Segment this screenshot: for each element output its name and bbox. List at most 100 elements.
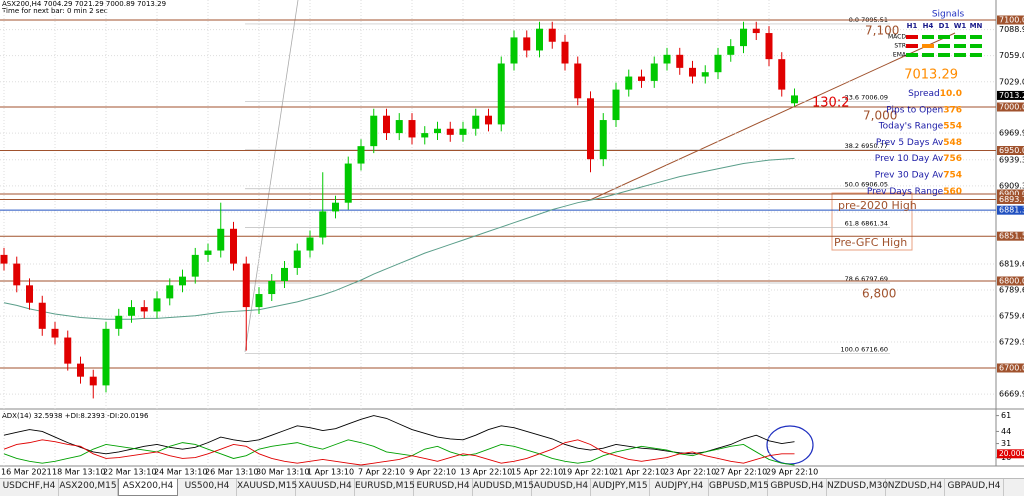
price-level-label: 6893.70	[999, 195, 1024, 204]
price-level-label: 6881.39	[999, 206, 1024, 215]
info-label: Pips to Open	[886, 105, 943, 115]
candle-body	[446, 128, 454, 135]
candle-body	[281, 267, 288, 281]
chart: ASX200,H4 7004.29 7021.29 7000.89 7013.2…	[0, 0, 1024, 477]
x-tick-label: 7 Apr 22:10	[358, 468, 405, 477]
chart-tab[interactable]: NZDUSD,H4	[886, 479, 945, 496]
price-level-label: 6700.00	[999, 363, 1024, 372]
price-level-tag	[997, 15, 1024, 25]
chart-tab[interactable]: US500,H4	[178, 479, 237, 496]
price-level-tag	[997, 194, 1024, 204]
candle-body	[51, 328, 59, 338]
chart-tab[interactable]: EURUSD,M15	[355, 479, 415, 496]
candle-body	[13, 263, 21, 286]
info-label: Prev 30 Day Av	[875, 170, 944, 180]
candle-body	[179, 276, 186, 286]
candle-body	[421, 133, 429, 138]
chart-tab[interactable]: NZDUSD,M30	[827, 479, 888, 496]
candle-body	[587, 98, 594, 160]
signals-row-label: STR	[894, 43, 906, 50]
chart-tab[interactable]: XAUUSD,H4	[296, 479, 355, 496]
signal-indicator	[954, 35, 966, 39]
chart-tab[interactable]: AUDJPY,H4	[650, 479, 709, 496]
price-level-tag	[997, 189, 1024, 199]
signal-indicator	[922, 53, 934, 57]
signal-indicator	[922, 44, 934, 48]
signal-indicator	[906, 35, 918, 39]
chart-tab[interactable]: EURUSD,H4	[414, 479, 473, 496]
indicator-line	[3, 415, 795, 455]
x-tick-label: 23 Apr 22:10	[664, 468, 716, 477]
candle-body	[765, 33, 773, 60]
annotation: pre-2020 High	[838, 199, 917, 212]
candle-body	[791, 95, 798, 104]
chart-tab[interactable]: AUDUSD,H4	[532, 479, 591, 496]
chart-tab[interactable]: GBPUSD,H4	[768, 479, 827, 496]
signals-column: H1	[907, 22, 918, 30]
candle-body	[140, 307, 148, 312]
x-tick-label: 26 Mar 13:10	[205, 468, 258, 477]
info-label: Prev Days Range	[867, 186, 944, 196]
chart-tab[interactable]: ASX200,M15	[59, 479, 118, 496]
candle-body	[663, 54, 671, 64]
current-price-label: 7013.29	[999, 91, 1024, 100]
candle-body	[612, 89, 620, 121]
chart-tab[interactable]: GBPUSD,M15	[709, 479, 769, 496]
price-level-label: 6851.50	[999, 232, 1024, 241]
candle-body	[638, 76, 645, 81]
annotation: 7,000	[863, 109, 897, 123]
indicator-line	[3, 439, 795, 466]
chart-tab[interactable]: XAUUSD,M15	[237, 479, 297, 496]
info-value: 548	[943, 137, 962, 147]
candle-body	[344, 163, 352, 203]
candle-body	[191, 254, 199, 277]
candle-body	[561, 41, 569, 64]
candle-body	[115, 315, 123, 329]
y-tick-label: 6759.60	[999, 312, 1024, 321]
current-price-annotation: 7013.29	[904, 68, 958, 83]
candle-body	[370, 115, 378, 147]
x-tick-label: 16 Mar 2021	[1, 468, 52, 477]
price-level-tag	[997, 102, 1024, 112]
candle-body	[217, 228, 225, 251]
candle-body	[255, 294, 263, 308]
x-tick-label: 22 Mar 13:10	[103, 468, 156, 477]
chart-tab[interactable]: USDCHF,H4	[0, 479, 59, 496]
signals-column: W1	[954, 22, 967, 30]
candle-body	[102, 328, 110, 386]
info-row: Prev 10 Day Av756	[875, 154, 962, 164]
x-tick-label: 21 Apr 22:10	[613, 468, 665, 477]
y-tick-label: 31	[1001, 439, 1011, 448]
x-tick-label: 29 Apr 22:10	[766, 468, 818, 477]
candle-body	[510, 37, 518, 64]
signal-indicator	[906, 53, 918, 57]
chart-tab[interactable]: AUDJPY,M15	[591, 479, 650, 496]
x-tick-label: 30 Mar 13:10	[256, 468, 309, 477]
y-tick-label: 7088.90	[999, 25, 1024, 34]
indicator-title: ADX(14) 32.5938 +DI:8.2393 -DI:20.0196	[2, 412, 149, 420]
chart-tab[interactable]: GBPAUD,H4	[945, 479, 1004, 496]
x-tick-label: 1 Apr 13:10	[307, 468, 354, 477]
x-tick-label: 24 Mar 13:10	[154, 468, 207, 477]
candle-body	[459, 128, 467, 135]
signal-indicator	[954, 53, 966, 57]
fib-label: 50.0 6906.05	[845, 181, 888, 189]
price-level-tag	[997, 205, 1024, 215]
chart-tab[interactable]: AUDUSD,M15	[473, 479, 534, 496]
signals-row-label: EMA	[893, 52, 907, 59]
candle-body	[230, 228, 237, 264]
info-row: Prev 30 Day Av754	[875, 170, 962, 180]
signals-title: Signals	[932, 10, 965, 20]
candle-body	[689, 67, 696, 77]
chart-tab[interactable]: ASX200,H4	[118, 479, 178, 496]
candle-body	[38, 302, 46, 329]
candle-body	[701, 72, 709, 77]
candle-body	[523, 37, 531, 51]
info-value: 560	[943, 186, 962, 196]
annotation: 7,100	[865, 24, 899, 38]
candle-body	[408, 120, 416, 138]
candle-body	[26, 285, 33, 303]
info-row: Spread10.0	[908, 89, 962, 99]
signal-indicator	[922, 35, 934, 39]
